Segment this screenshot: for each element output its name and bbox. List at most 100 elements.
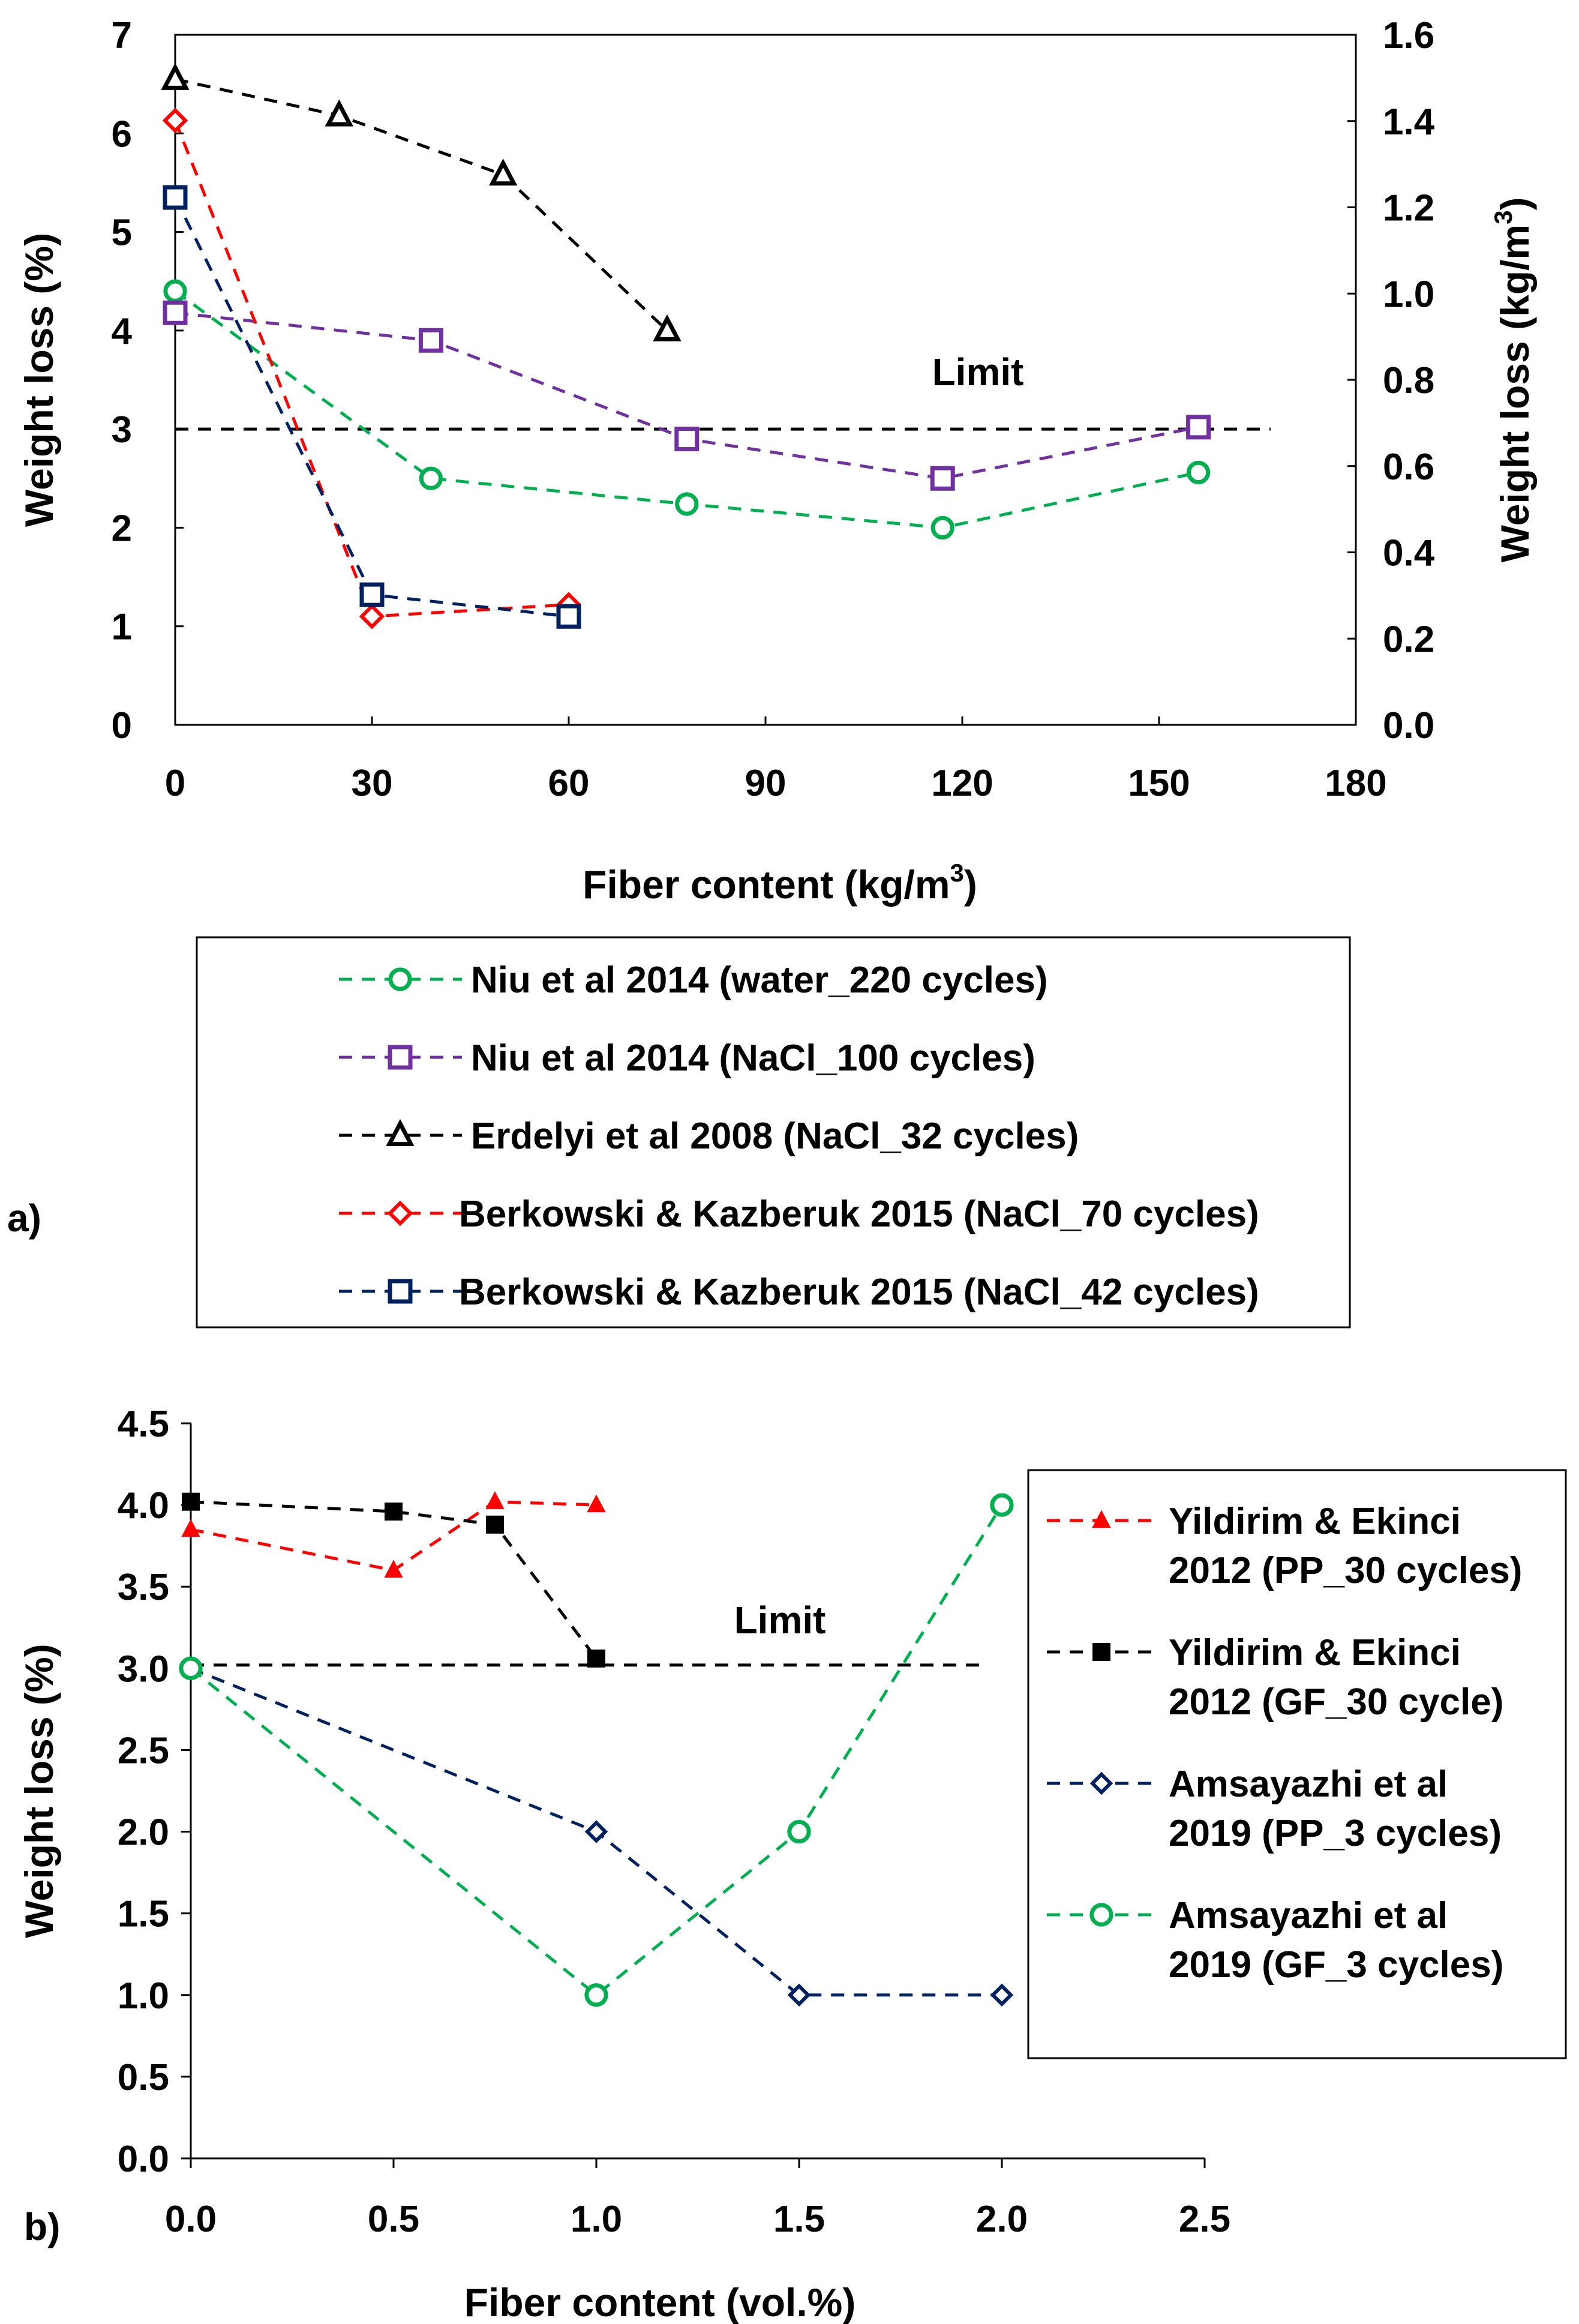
data-point	[1186, 415, 1211, 440]
y-tick-label: 2.0	[118, 1812, 169, 1854]
y-tick-label: 3.5	[118, 1567, 169, 1608]
data-point	[325, 99, 353, 127]
y2-tick-label: 1.2	[1383, 188, 1434, 229]
y-axis-label: Weight loss (%)	[17, 233, 61, 527]
y2-tick-label: 0.8	[1383, 360, 1434, 401]
series-line	[173, 196, 569, 618]
chart-a: 0 30 60 90 120 150 180 0 1 2 3 4 5 6 7 0.0 0.2 0.4 0.6 0.8 1…	[7, 15, 1537, 1329]
data-point	[787, 1819, 811, 1844]
y-tick-label: 0.0	[118, 2139, 169, 2180]
data-point	[163, 279, 187, 303]
x-tick-label: 60	[548, 763, 590, 804]
x-tick-label: 0.5	[368, 2199, 419, 2240]
y-tick-label: 3.0	[118, 1648, 169, 1690]
data-point	[485, 1491, 505, 1509]
x-axis-label-suffix: )	[964, 862, 977, 907]
data-point	[489, 158, 518, 186]
series-line	[173, 120, 569, 618]
series-line	[190, 1667, 1002, 1997]
legend-marker	[388, 1279, 413, 1304]
x-tick-label: 150	[1128, 763, 1190, 804]
x-tick-label: 30	[352, 763, 393, 804]
data-point	[385, 1503, 403, 1521]
data-point	[161, 62, 190, 90]
panel-label: b)	[24, 2205, 60, 2248]
y-tick-label: 4.0	[118, 1485, 169, 1527]
legend-marker	[386, 1118, 415, 1146]
legend-marker	[1092, 1643, 1110, 1661]
x-tick-label: 0	[165, 763, 185, 804]
chart-b: 0.0 0.5 1.0 1.5 2.0 2.5 0.0 0.5 1.0 1.5 2.0 2.5 3.0 3…	[17, 1404, 1567, 2324]
legend-marker	[388, 1045, 413, 1070]
x-axis-label: Fiber content (vol.%)	[464, 2280, 856, 2324]
data-point	[587, 1494, 606, 1513]
y-tick-label: 2	[112, 508, 132, 549]
legend-box	[1027, 1469, 1567, 2059]
series-line	[190, 1504, 1004, 1997]
data-point	[584, 1983, 608, 2007]
y2-tick-label: 1.0	[1383, 274, 1434, 315]
x-axis-label-sup: 3	[950, 859, 964, 887]
y2-axis-label-suffix: )	[1493, 197, 1537, 211]
y2-tick-label: 1.6	[1383, 15, 1434, 56]
x-tick-label: 1.0	[571, 2199, 622, 2240]
legend-marker	[1092, 1510, 1111, 1528]
legend-label: Amsayazhi et al	[1169, 1895, 1448, 1936]
data-point	[990, 1493, 1014, 1517]
y-tick-label: 4	[112, 311, 133, 352]
y-tick-label: 5	[112, 212, 132, 254]
data-point	[163, 300, 188, 325]
legend-label: Yildirim & Ekinci	[1169, 1501, 1461, 1542]
legend-marker	[1089, 1903, 1113, 1927]
y2-axis-label-text: Weight loss (kg/m	[1493, 224, 1537, 563]
y2-tick-label: 0.0	[1383, 705, 1434, 746]
x-tick-label: 180	[1325, 763, 1386, 804]
data-point	[990, 1983, 1014, 2007]
panel-label: a)	[7, 1197, 41, 1240]
legend-marker	[387, 1200, 413, 1227]
y2-axis-label-sup: 3	[1489, 211, 1517, 224]
legend-box	[196, 936, 1351, 1329]
data-point	[1186, 460, 1211, 485]
x-tick-label: 120	[931, 763, 993, 804]
y2-tick-label: 1.4	[1383, 101, 1435, 143]
legend-label: Yildirim & Ekinci	[1169, 1632, 1461, 1674]
data-point	[556, 604, 581, 629]
data-point	[418, 328, 443, 353]
legend-label: Berkowski & Kazberuk 2015 (NaCl_70 cycle…	[459, 1194, 1259, 1235]
y-axis-label: Weight loss (%)	[17, 1644, 61, 1938]
legend-label: Amsayazhi et al	[1169, 1764, 1448, 1805]
limit-label: Limit	[734, 1599, 826, 1642]
y2-tick-label: 0.4	[1383, 533, 1435, 574]
legend-marker	[388, 967, 412, 991]
y2-tick-label: 0.2	[1383, 619, 1434, 660]
y2-axis-label: Weight loss (kg/m3)	[1489, 197, 1537, 563]
series-line	[190, 1500, 597, 1572]
plot-area-frame	[174, 34, 1357, 726]
y-tick-label: 0.5	[118, 2057, 169, 2098]
data-point	[182, 1492, 200, 1511]
data-point	[162, 107, 188, 134]
y-tick-label: 3	[112, 409, 132, 451]
legend-label: 2019 (GF_3 cycles)	[1169, 1944, 1503, 1986]
y-tick-label: 2.5	[118, 1730, 169, 1771]
legend-label: Niu et al 2014 (NaCl_100 cycles)	[471, 1037, 1035, 1079]
legend-label: 2012 (PP_30 cycles)	[1169, 1550, 1522, 1591]
legend-label: Niu et al 2014 (water_220 cycles)	[471, 959, 1048, 1001]
y-tick-label: 1.5	[118, 1894, 169, 1935]
y-tick-label: 4.5	[118, 1404, 169, 1445]
x-tick-label: 1.5	[773, 2199, 825, 2240]
data-point	[930, 466, 955, 491]
data-point	[674, 427, 700, 452]
limit-label: Limit	[932, 350, 1024, 394]
legend-label: Berkowski & Kazberuk 2015 (NaCl_42 cycle…	[459, 1272, 1259, 1313]
data-point	[653, 314, 682, 341]
y-tick-label: 0	[112, 705, 132, 746]
series-line	[175, 311, 1199, 480]
data-point	[384, 1560, 403, 1578]
y2-tick-label: 0.6	[1383, 446, 1434, 488]
data-point	[359, 604, 385, 629]
data-point	[587, 1650, 605, 1668]
legend-label: 2012 (GF_30 cycle)	[1169, 1681, 1503, 1723]
